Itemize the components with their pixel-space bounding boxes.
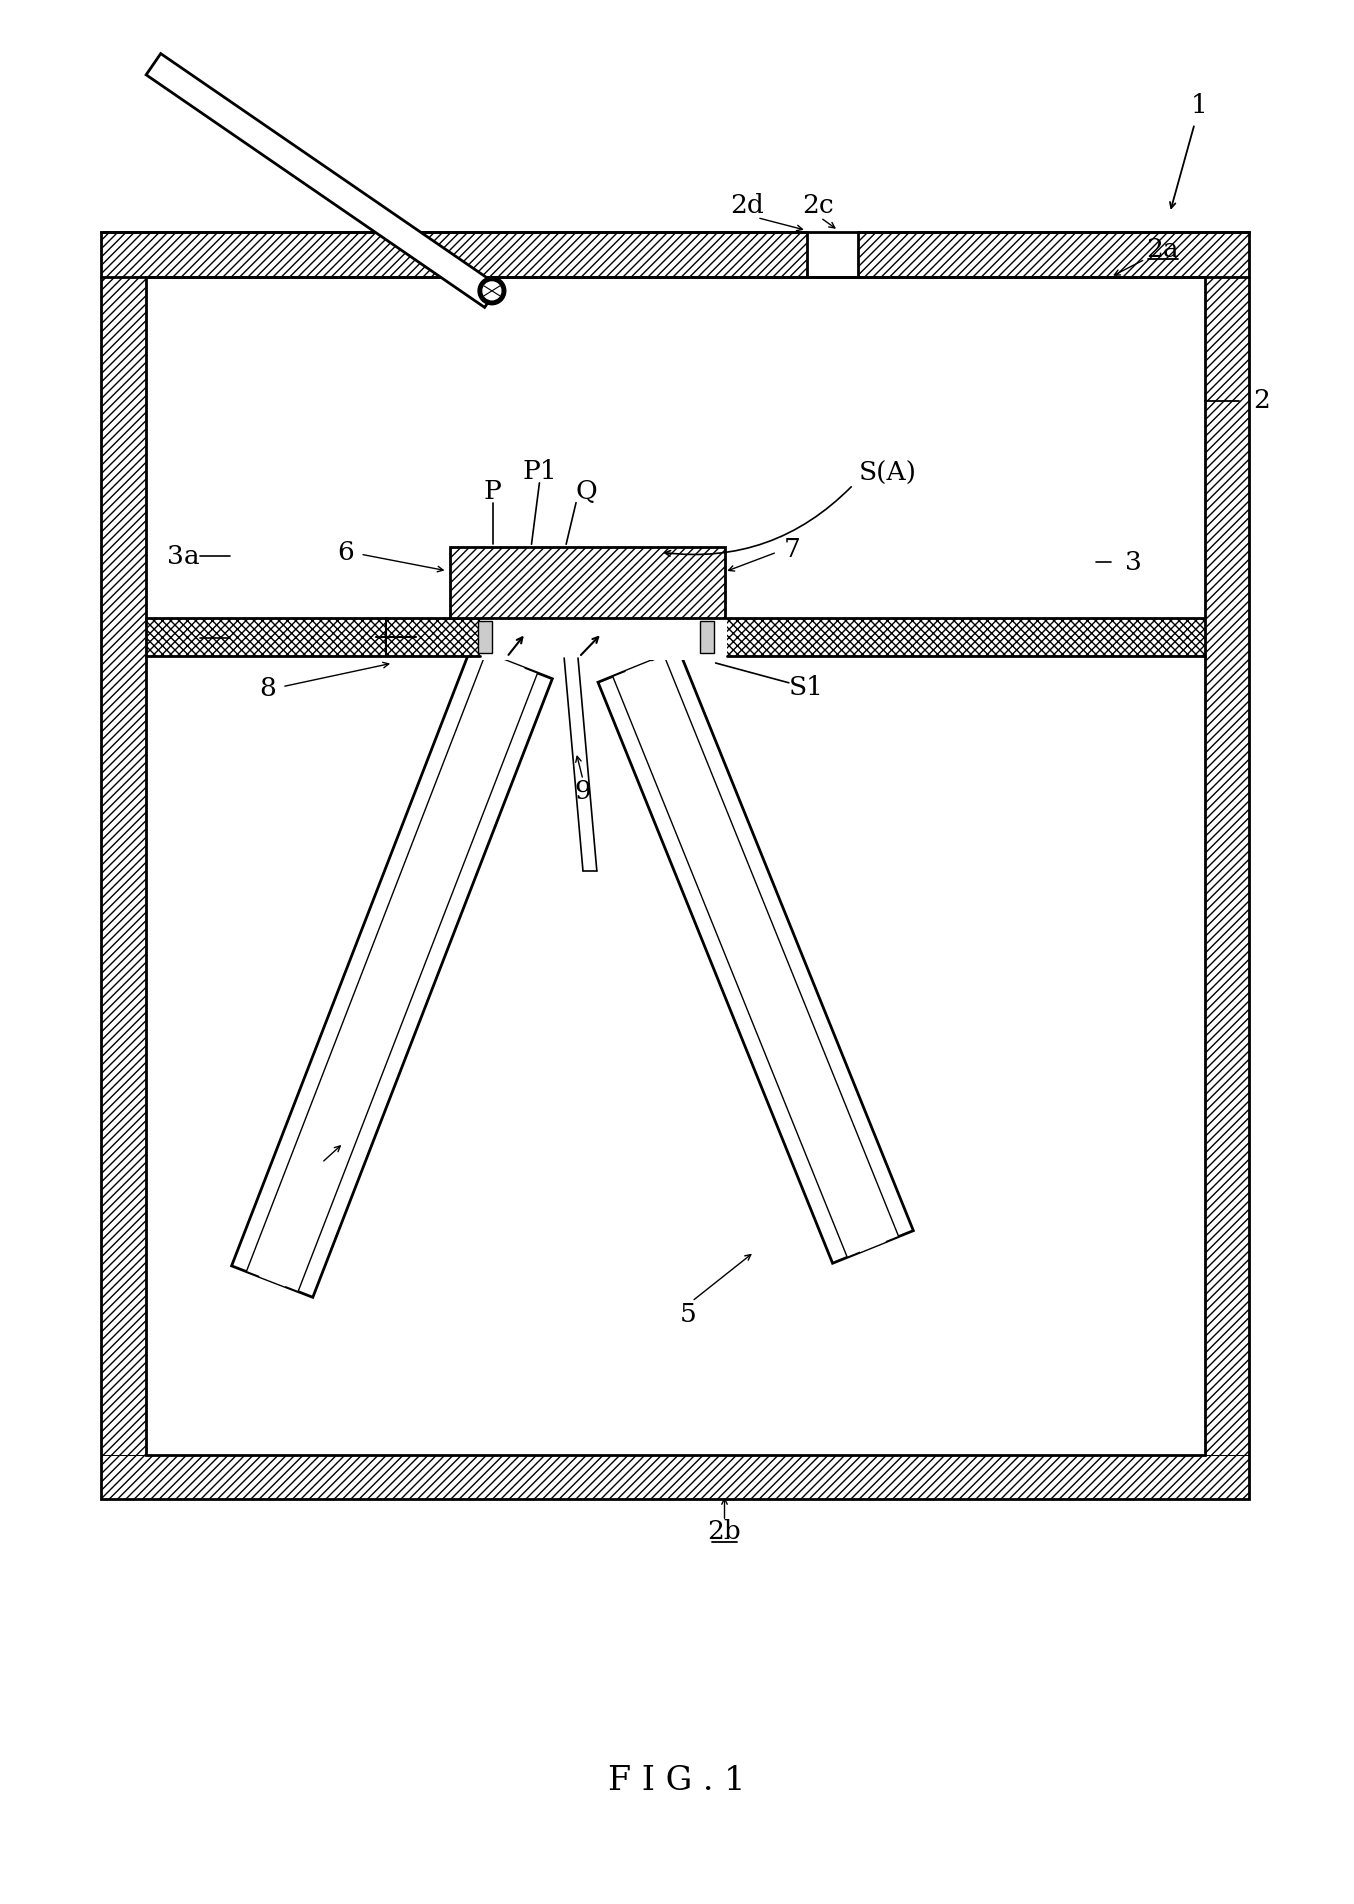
Text: 8: 8 [259,676,276,701]
Text: 2d: 2d [730,192,764,219]
Text: 6: 6 [337,539,353,565]
Text: P1: P1 [523,459,556,484]
Text: 2: 2 [1254,388,1270,413]
Bar [451,546,726,619]
Text: 1: 1 [1192,93,1208,118]
Text: 2a: 2a [1147,236,1179,261]
Circle shape [483,282,501,299]
Text: 3b: 3b [167,626,200,651]
Bar [102,232,1250,276]
Text: 5: 5 [680,1302,696,1327]
Text: S1: S1 [789,676,825,701]
Text: P: P [483,480,502,505]
Polygon shape [626,661,886,1253]
Polygon shape [259,659,524,1287]
Bar [451,546,726,619]
Bar [700,621,714,653]
Text: F I G . 1: F I G . 1 [608,1765,746,1797]
Bar [481,615,727,661]
Bar [102,276,145,1455]
Polygon shape [232,647,552,1297]
Bar [145,619,1205,657]
Polygon shape [246,653,538,1291]
Text: 3a: 3a [167,545,199,569]
Text: 9: 9 [574,779,592,803]
Text: 2b: 2b [708,1519,742,1544]
Circle shape [478,276,506,305]
Bar [478,621,492,653]
Bar [807,232,858,276]
Text: 4: 4 [311,1163,328,1188]
Text: 7: 7 [784,537,800,562]
Bar [102,1455,1250,1498]
Text: 3: 3 [1125,550,1141,575]
Bar [145,276,1205,1455]
Polygon shape [598,649,914,1262]
Bar [1205,276,1250,1455]
Text: Q: Q [575,480,597,505]
Text: 2c: 2c [803,192,834,219]
Polygon shape [613,655,899,1257]
Polygon shape [146,53,500,307]
Bar [102,232,1250,1498]
Text: S(A): S(A) [858,461,917,486]
